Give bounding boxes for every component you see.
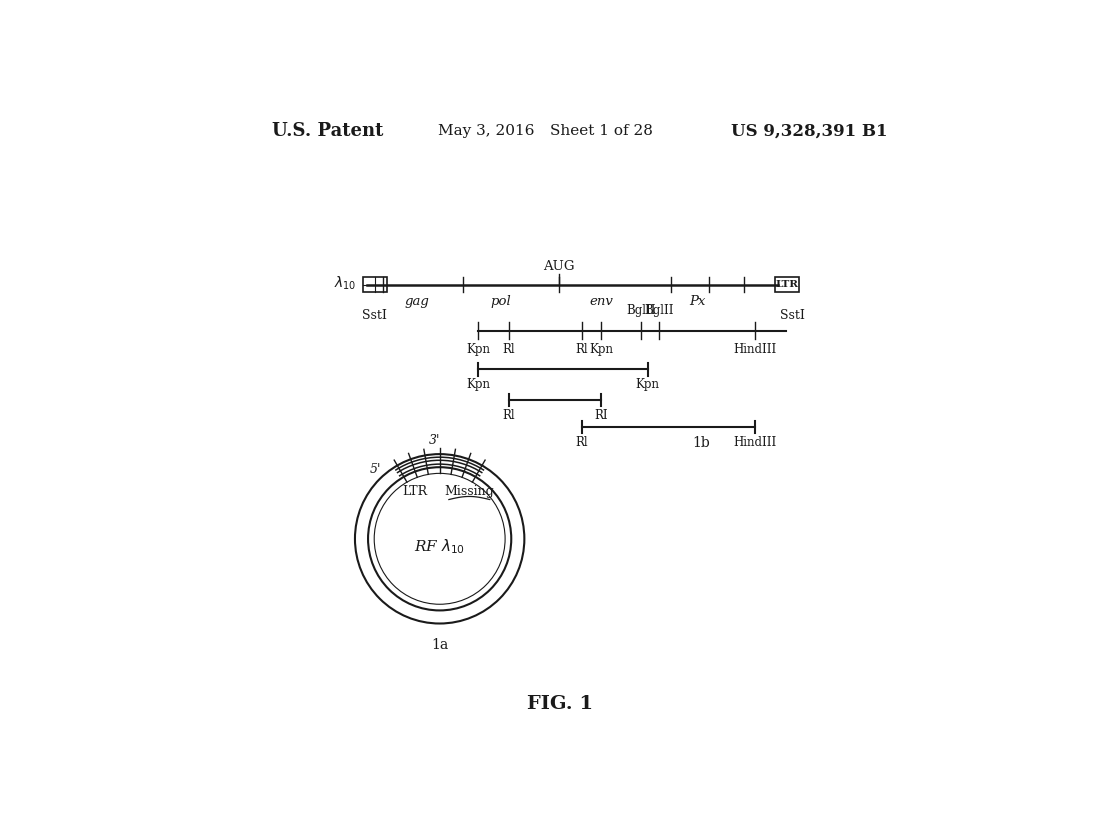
Text: Rl: Rl [576, 436, 588, 449]
Text: SstI: SstI [362, 309, 387, 322]
Text: HindIII: HindIII [733, 343, 777, 356]
Text: RF $\lambda_{10}$: RF $\lambda_{10}$ [414, 537, 466, 556]
Text: Kpn: Kpn [635, 378, 659, 391]
Text: RI: RI [595, 409, 608, 422]
Text: 1b: 1b [693, 435, 710, 450]
Text: BglII: BglII [626, 305, 656, 317]
Text: U.S. Patent: U.S. Patent [272, 122, 384, 140]
Text: pol: pol [491, 295, 512, 308]
Text: 5': 5' [369, 462, 381, 476]
Text: 3': 3' [428, 434, 440, 447]
Text: SstI: SstI [780, 309, 804, 322]
Text: Rl: Rl [576, 343, 588, 356]
Text: HindIII: HindIII [733, 436, 777, 449]
Bar [775, 277, 799, 293]
Text: $\lambda_{10}$: $\lambda_{10}$ [334, 274, 357, 292]
Text: Rl: Rl [503, 409, 515, 422]
Text: LTR: LTR [775, 280, 798, 289]
Text: Px: Px [690, 295, 706, 308]
Text: May 3, 2016: May 3, 2016 [437, 123, 534, 138]
Text: 1a: 1a [431, 638, 448, 652]
Text: Kpn: Kpn [466, 343, 490, 356]
Text: BglII: BglII [645, 305, 674, 317]
Text: gag: gag [404, 295, 428, 308]
Text: Sheet 1 of 28: Sheet 1 of 28 [550, 123, 653, 138]
Text: Rl: Rl [503, 343, 515, 356]
Text: US 9,328,391 B1: US 9,328,391 B1 [731, 122, 888, 139]
Text: AUG: AUG [543, 260, 575, 273]
Text: LTR: LTR [402, 485, 427, 498]
Text: Kpn: Kpn [589, 343, 613, 356]
Text: env: env [589, 295, 613, 308]
Text: Kpn: Kpn [466, 378, 490, 391]
Text: FIG. 1: FIG. 1 [527, 696, 592, 713]
Bar [363, 277, 387, 293]
Text: Missing: Missing [444, 485, 494, 498]
